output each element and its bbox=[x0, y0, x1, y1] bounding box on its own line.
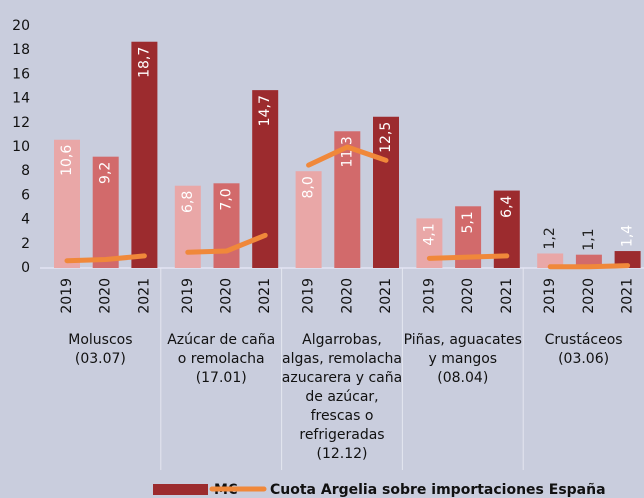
value-label: 12,5 bbox=[378, 122, 394, 153]
y-tick-label: 14 bbox=[12, 91, 30, 107]
category-label: y mangos bbox=[429, 351, 498, 367]
category-label: (12.12) bbox=[316, 446, 367, 462]
line bbox=[426, 253, 510, 261]
y-tick-label: 18 bbox=[12, 42, 30, 58]
x-tick-label: 2019 bbox=[421, 278, 437, 314]
y-tick-label: 12 bbox=[12, 115, 30, 131]
bar bbox=[334, 131, 361, 268]
bar bbox=[295, 171, 322, 268]
legend-swatch bbox=[153, 484, 208, 495]
bar bbox=[373, 116, 399, 268]
x-tick-label: 2020 bbox=[98, 278, 114, 314]
y-tick-label: 16 bbox=[12, 66, 30, 82]
category-label: (03.07) bbox=[75, 351, 126, 367]
category-label: Piñas, aguacates bbox=[404, 332, 522, 348]
x-tick-label: 2021 bbox=[499, 278, 515, 314]
category-label: (08.04) bbox=[437, 370, 488, 386]
x-tick-label: 2019 bbox=[542, 278, 558, 314]
line bbox=[306, 144, 389, 168]
bar bbox=[92, 156, 119, 268]
value-label: 9,2 bbox=[98, 162, 114, 184]
value-label: 6,8 bbox=[180, 191, 196, 213]
category-label: o remolacha bbox=[178, 351, 265, 367]
value-label: 11,3 bbox=[339, 136, 355, 167]
y-tick-label: 6 bbox=[21, 187, 30, 203]
line bbox=[547, 263, 631, 270]
bar bbox=[213, 183, 240, 268]
value-label: 10,6 bbox=[59, 145, 75, 176]
y-tick-label: 2 bbox=[21, 236, 30, 252]
value-label: 18,7 bbox=[136, 47, 152, 78]
value-label: 1,2 bbox=[542, 227, 558, 249]
category-label: frescas o bbox=[311, 408, 374, 424]
x-tick-label: 2021 bbox=[257, 278, 273, 314]
category-label: (17.01) bbox=[196, 370, 247, 386]
value-label: 8,0 bbox=[301, 176, 317, 198]
line bbox=[64, 253, 147, 264]
category-label: algas, remolacha bbox=[282, 351, 402, 367]
y-tick-label: 8 bbox=[21, 163, 30, 179]
x-tick-label: 2019 bbox=[180, 278, 196, 314]
x-tick-label: 2019 bbox=[59, 278, 75, 314]
legend-label: Cuota Argelia sobre importaciones España bbox=[270, 482, 606, 498]
x-tick-label: 2020 bbox=[460, 278, 476, 314]
x-tick-label: 2020 bbox=[219, 278, 235, 314]
value-label: 1,4 bbox=[620, 225, 636, 247]
category-label: Azúcar de caña bbox=[167, 332, 275, 348]
y-tick-label: 4 bbox=[21, 212, 30, 228]
y-tick-label: 20 bbox=[12, 18, 30, 34]
value-label: 4,1 bbox=[421, 223, 437, 245]
value-label: 5,1 bbox=[460, 211, 476, 233]
value-label: 6,4 bbox=[499, 195, 515, 217]
value-label: 1,1 bbox=[581, 228, 597, 250]
x-tick-label: 2021 bbox=[620, 278, 636, 314]
bar bbox=[54, 139, 80, 268]
category-label: refrigeradas bbox=[299, 427, 384, 443]
y-tick-label: 10 bbox=[12, 139, 30, 155]
category-label: de azúcar, bbox=[305, 389, 378, 405]
category-label: Crustáceos bbox=[545, 332, 623, 348]
x-tick-label: 2019 bbox=[301, 278, 317, 314]
y-tick-label: 0 bbox=[21, 260, 30, 276]
x-tick-label: 2020 bbox=[339, 278, 355, 314]
x-tick-label: 2020 bbox=[581, 278, 597, 314]
line bbox=[185, 232, 268, 255]
category-label: Algarrobas, bbox=[302, 332, 382, 348]
category-label: (03.06) bbox=[558, 351, 609, 367]
category-label: Moluscos bbox=[68, 332, 132, 348]
x-tick-label: 2021 bbox=[378, 278, 394, 314]
x-tick-label: 2021 bbox=[136, 278, 152, 314]
bar bbox=[131, 41, 158, 269]
value-label: 7,0 bbox=[219, 188, 235, 210]
value-label: 14,7 bbox=[257, 95, 273, 126]
category-label: azucarera y caña bbox=[282, 370, 402, 386]
